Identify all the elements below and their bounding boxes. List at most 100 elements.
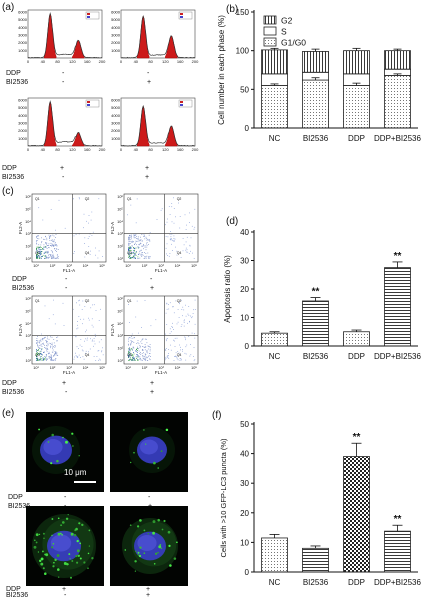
flow-event xyxy=(168,358,170,359)
flow-event xyxy=(46,345,48,347)
flow-event xyxy=(56,340,58,342)
panel-a-label: (a) xyxy=(2,2,15,13)
bar xyxy=(384,530,411,573)
flow-event xyxy=(39,347,41,349)
flow-event xyxy=(145,253,147,254)
flow-event xyxy=(36,352,38,353)
flow-event xyxy=(50,256,52,258)
flow-event xyxy=(44,258,45,259)
gfp-lc3-punctum xyxy=(41,550,44,553)
flow-event xyxy=(44,257,46,259)
flow-event xyxy=(167,255,168,256)
histogram-legend xyxy=(178,99,193,108)
flow-y-tick: 10⁶ xyxy=(117,195,123,199)
flow-event xyxy=(132,346,134,348)
flow-event xyxy=(129,234,130,236)
gfp-lc3-punctum xyxy=(53,561,55,564)
flow-event xyxy=(173,339,174,341)
flow-event xyxy=(57,257,59,259)
flow-event xyxy=(175,356,176,357)
flow-event xyxy=(128,246,130,248)
flow-event xyxy=(166,338,168,339)
flow-event xyxy=(194,359,196,361)
c-bottom-ddp-label: DDP xyxy=(2,380,17,387)
flow-event xyxy=(40,356,42,357)
flow-event xyxy=(185,353,187,355)
flow-y-tick: 10⁶ xyxy=(117,297,123,301)
flow-event xyxy=(86,220,87,222)
flow-event xyxy=(193,360,195,362)
nucleus-highlight xyxy=(43,439,63,455)
flow-event xyxy=(133,247,134,248)
flow-event xyxy=(38,349,39,350)
gfp-lc3-punctum xyxy=(37,551,40,553)
flow-event xyxy=(183,322,185,323)
flow-event xyxy=(128,304,129,305)
flow-event xyxy=(38,255,39,256)
flow-event xyxy=(170,238,172,239)
gfp-lc3-punctum xyxy=(135,550,137,553)
flow-event xyxy=(166,303,168,305)
flow-event xyxy=(145,354,147,355)
flow-event xyxy=(89,254,91,255)
micrograph-ddp-bi2536 xyxy=(110,506,188,591)
quadrant-label: Q4 xyxy=(177,353,182,357)
flow-x-tick: 10⁴ xyxy=(83,264,89,268)
flow-event xyxy=(128,238,130,239)
flow-event xyxy=(176,337,178,339)
flow-y-tick: 10⁴ xyxy=(117,322,123,326)
flow-event xyxy=(149,240,151,242)
flow-event xyxy=(46,237,48,239)
a-top-ddp-2: - xyxy=(147,70,150,77)
flow-event xyxy=(136,241,138,242)
flow-event xyxy=(78,354,80,356)
flow-event xyxy=(133,342,135,343)
flow-event xyxy=(45,242,46,244)
flow-event xyxy=(138,239,140,241)
x-tick-label: NC xyxy=(269,352,281,361)
flow-frame xyxy=(31,193,107,263)
flow-event xyxy=(185,304,186,306)
flow-event xyxy=(87,337,88,339)
flow-event xyxy=(138,254,139,255)
gfp-lc3-punctum xyxy=(88,545,91,547)
flow-event xyxy=(55,354,57,356)
flow-event xyxy=(92,231,94,233)
flow-event xyxy=(139,251,141,252)
flow-event xyxy=(40,244,42,246)
flow-event xyxy=(38,251,40,253)
flow-event xyxy=(40,251,42,253)
flow-event xyxy=(139,240,141,242)
gfp-lc3-punctum xyxy=(58,576,60,578)
flow-event xyxy=(44,252,46,254)
flow-event xyxy=(91,324,93,326)
flow-event xyxy=(146,243,147,245)
flow-event xyxy=(130,353,132,354)
histogram-x-tick: 160 xyxy=(177,147,184,152)
histogram-y-tick: 6000 xyxy=(111,98,121,103)
flow-event xyxy=(129,256,131,257)
flow-event xyxy=(52,255,54,256)
flow-event xyxy=(98,360,100,361)
flow-event xyxy=(130,343,132,344)
flow-event xyxy=(143,352,144,354)
flow-event xyxy=(169,238,171,240)
bar-segment xyxy=(302,79,329,129)
flow-event xyxy=(133,357,135,359)
histogram-svg-4: 1000 2000 3000 4000 5000 6000 0 40 80 120 160 200 xyxy=(111,98,199,153)
flow-event xyxy=(137,246,139,248)
flow-event xyxy=(140,236,141,238)
flow-event xyxy=(133,256,135,257)
gfp-lc3-punctum xyxy=(72,445,74,447)
flow-event xyxy=(78,316,80,317)
flow-event xyxy=(136,349,137,351)
flow-event xyxy=(76,357,78,358)
flow-y-axis-label: FL2-A xyxy=(110,222,115,234)
panel-c-label: (c) xyxy=(2,186,14,197)
flow-event xyxy=(169,333,171,334)
flow-event xyxy=(131,341,132,343)
flow-event xyxy=(145,256,147,258)
histogram-x-tick: 40 xyxy=(134,147,139,152)
flow-event xyxy=(130,247,132,248)
